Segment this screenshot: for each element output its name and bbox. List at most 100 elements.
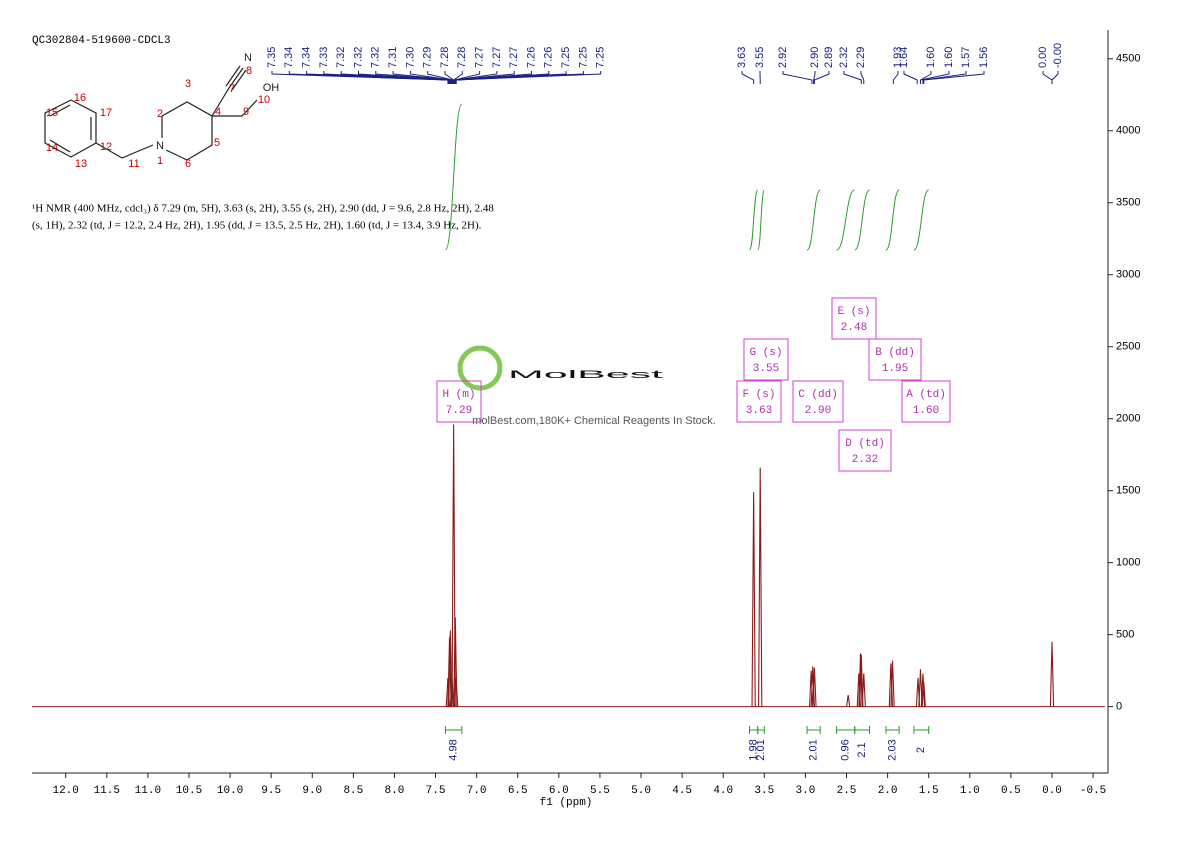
atom-label: 14 bbox=[46, 142, 58, 154]
integral-curve bbox=[885, 189, 900, 251]
peak-label: 1.64 bbox=[898, 47, 910, 68]
peak-connector bbox=[922, 71, 967, 84]
benzene-ring bbox=[44, 99, 97, 158]
peak-label: 2.92 bbox=[777, 47, 789, 68]
y-tick-label: 2500 bbox=[1116, 341, 1140, 353]
multiplet-box bbox=[901, 380, 951, 423]
ring-bonds bbox=[161, 101, 213, 161]
integral-curve bbox=[806, 189, 821, 251]
multiplet-box bbox=[792, 380, 844, 423]
description: (s, 1H), 2.32 (td, J = 12.2, 2.4 Hz, 2H)… bbox=[32, 220, 482, 232]
peak bbox=[890, 660, 895, 707]
x-tick-label: 3.0 bbox=[796, 785, 816, 797]
triple-bond bbox=[228, 67, 244, 89]
multiplet-box bbox=[868, 338, 922, 381]
description: ¹H NMR (400 MHz, cdcl₃) δ 7.29 (m, 5H), … bbox=[32, 203, 494, 215]
atom-label: N bbox=[156, 140, 164, 152]
multiplet-box bbox=[838, 429, 892, 472]
integral-curve bbox=[749, 189, 759, 251]
peak-label: 2.89 bbox=[823, 47, 835, 68]
x-tick-label: 0.0 bbox=[1042, 785, 1062, 797]
integral-bracket bbox=[444, 726, 463, 734]
x-tick-label: 5.0 bbox=[631, 785, 651, 797]
peak-label: 2.32 bbox=[838, 47, 850, 68]
integral-bracket bbox=[885, 726, 900, 734]
multiplet-shift: 1.95 bbox=[882, 363, 908, 375]
atom-label: 11 bbox=[128, 158, 139, 170]
x-tick-label: 8.5 bbox=[343, 785, 363, 797]
atom-label: 16 bbox=[74, 92, 86, 104]
peak-label: 0.00 bbox=[1037, 47, 1049, 68]
peak-label: 3.55 bbox=[754, 47, 766, 68]
integral-value: 1.98 bbox=[748, 739, 760, 760]
watermark-subtitle: molBest.com,180K+ Chemical Reagents In S… bbox=[472, 415, 716, 427]
integral-bracket bbox=[854, 726, 871, 734]
integral-curve bbox=[854, 189, 871, 251]
integral-curve bbox=[757, 189, 765, 251]
integral-bracket bbox=[749, 726, 759, 734]
peak-connector bbox=[860, 71, 865, 84]
peak bbox=[846, 695, 851, 707]
integral-value: 2.03 bbox=[886, 739, 898, 760]
peak bbox=[921, 682, 926, 707]
x-tick-label: 7.5 bbox=[426, 785, 446, 797]
peak-label: 7.34 bbox=[301, 47, 313, 68]
watermark: MolBest bbox=[508, 369, 663, 381]
peak bbox=[858, 653, 863, 707]
atom-label: 9 bbox=[243, 106, 249, 118]
x-tick-label: 5.5 bbox=[590, 785, 610, 797]
multiplet-shift: 3.63 bbox=[746, 405, 772, 417]
multiplet-label: B (dd) bbox=[875, 347, 915, 359]
peak bbox=[751, 492, 756, 707]
peak-label: 7.25 bbox=[577, 47, 589, 68]
peak-label: 7.32 bbox=[352, 47, 364, 68]
peak-label: 1.57 bbox=[960, 47, 972, 68]
x-tick-label: -0.5 bbox=[1080, 785, 1106, 797]
atom-label: 15 bbox=[46, 107, 58, 119]
multiplet-label: A (td) bbox=[906, 389, 946, 401]
peak bbox=[447, 637, 452, 707]
integral-curve bbox=[836, 189, 856, 251]
y-tick-label: 1000 bbox=[1116, 557, 1140, 569]
multiplet-shift: 1.60 bbox=[913, 405, 939, 417]
integral-bracket bbox=[757, 726, 765, 734]
x-tick-label: 11.5 bbox=[94, 785, 120, 797]
x-tick-label: 1.0 bbox=[960, 785, 980, 797]
triple-bond bbox=[225, 65, 241, 87]
peak-label: 3.63 bbox=[736, 47, 748, 68]
structure bbox=[44, 65, 258, 161]
peak-connector bbox=[843, 71, 862, 84]
multiplet-shift: 2.32 bbox=[852, 454, 878, 466]
atom-label: 2 bbox=[157, 108, 163, 120]
peak-label: 7.33 bbox=[318, 47, 330, 68]
peak-connector bbox=[919, 71, 950, 84]
atom-label: 4 bbox=[215, 106, 221, 118]
integral-value: 2.01 bbox=[808, 739, 820, 760]
peak-connector bbox=[427, 71, 454, 84]
x-tick-label: 7.0 bbox=[467, 785, 487, 797]
x-tick-label: 2.0 bbox=[878, 785, 898, 797]
peak-connector bbox=[453, 71, 463, 84]
y-tick-label: 2000 bbox=[1116, 413, 1140, 425]
watermark-logo bbox=[457, 345, 503, 391]
peak-connector bbox=[455, 71, 602, 84]
peak-connector bbox=[409, 71, 453, 84]
multiplet-box bbox=[743, 338, 789, 381]
integral-bracket bbox=[913, 726, 930, 734]
bond bbox=[49, 104, 71, 117]
peak-label: 7.25 bbox=[560, 47, 572, 68]
peak-label: 7.29 bbox=[422, 47, 434, 68]
peak-label: 7.26 bbox=[525, 47, 537, 68]
multiplet-label: D (td) bbox=[845, 438, 885, 450]
y-tick-label: 3500 bbox=[1116, 197, 1140, 209]
peak bbox=[758, 467, 763, 707]
peak-connector bbox=[892, 71, 899, 84]
peak-label: 7.27 bbox=[508, 47, 520, 68]
peak-connector bbox=[782, 71, 813, 84]
integral-curve bbox=[913, 189, 930, 251]
peak bbox=[453, 617, 458, 707]
multiplet-label: E (s) bbox=[837, 306, 870, 318]
triple-bond bbox=[231, 69, 247, 91]
